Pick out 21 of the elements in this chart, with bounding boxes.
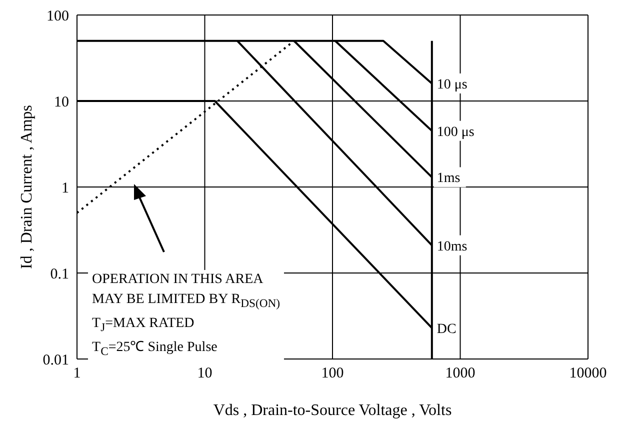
x-tick-label: 1 xyxy=(73,366,81,382)
annotation: T$_{J}$=MAX RATED xyxy=(92,314,196,336)
series-label: DC xyxy=(436,322,456,337)
series-label: 100 μs xyxy=(436,124,474,140)
x-tick-label: 100 xyxy=(321,366,344,382)
annotation: T$_{C}$=25℃ Single Pulse xyxy=(92,338,218,360)
annotation: MAY BE LIMITED BY R$_{DS(ON)}$ xyxy=(92,291,280,312)
y-tick-label: 1 xyxy=(62,180,69,196)
y-tick-label: 100 xyxy=(46,8,69,24)
series-label: 10ms xyxy=(436,239,468,254)
x-tick-label: 10000 xyxy=(569,366,607,382)
x-axis-title: Vds , Drain-to-Source Voltage , Volts xyxy=(213,402,452,419)
series-label: 10 μs xyxy=(436,77,468,92)
annotation: OPERATION IN THIS AREA xyxy=(92,271,264,289)
series-label: 1ms xyxy=(436,171,460,186)
y-axis-title: Id , Drain Current , Amps xyxy=(18,105,36,269)
y-tick-label: 10 xyxy=(54,94,69,110)
y-tick-label: 0.01 xyxy=(42,352,69,368)
x-tick-label: 1000 xyxy=(445,366,476,382)
y-tick-label: 0.1 xyxy=(50,266,69,282)
x-tick-label: 10 xyxy=(197,366,212,382)
